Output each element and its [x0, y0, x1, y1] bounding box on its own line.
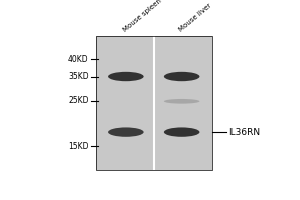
Ellipse shape — [164, 72, 200, 81]
Text: 25KD: 25KD — [68, 96, 89, 105]
FancyBboxPatch shape — [96, 36, 212, 170]
Ellipse shape — [108, 127, 144, 137]
Text: 35KD: 35KD — [68, 72, 89, 81]
Text: Mouse spleen: Mouse spleen — [122, 0, 163, 33]
Text: 15KD: 15KD — [68, 142, 89, 151]
Text: 40KD: 40KD — [68, 55, 89, 64]
Ellipse shape — [164, 127, 200, 137]
Text: Mouse liver: Mouse liver — [178, 3, 212, 33]
Ellipse shape — [108, 72, 144, 81]
Ellipse shape — [164, 99, 200, 104]
Text: IL36RN: IL36RN — [228, 128, 260, 137]
